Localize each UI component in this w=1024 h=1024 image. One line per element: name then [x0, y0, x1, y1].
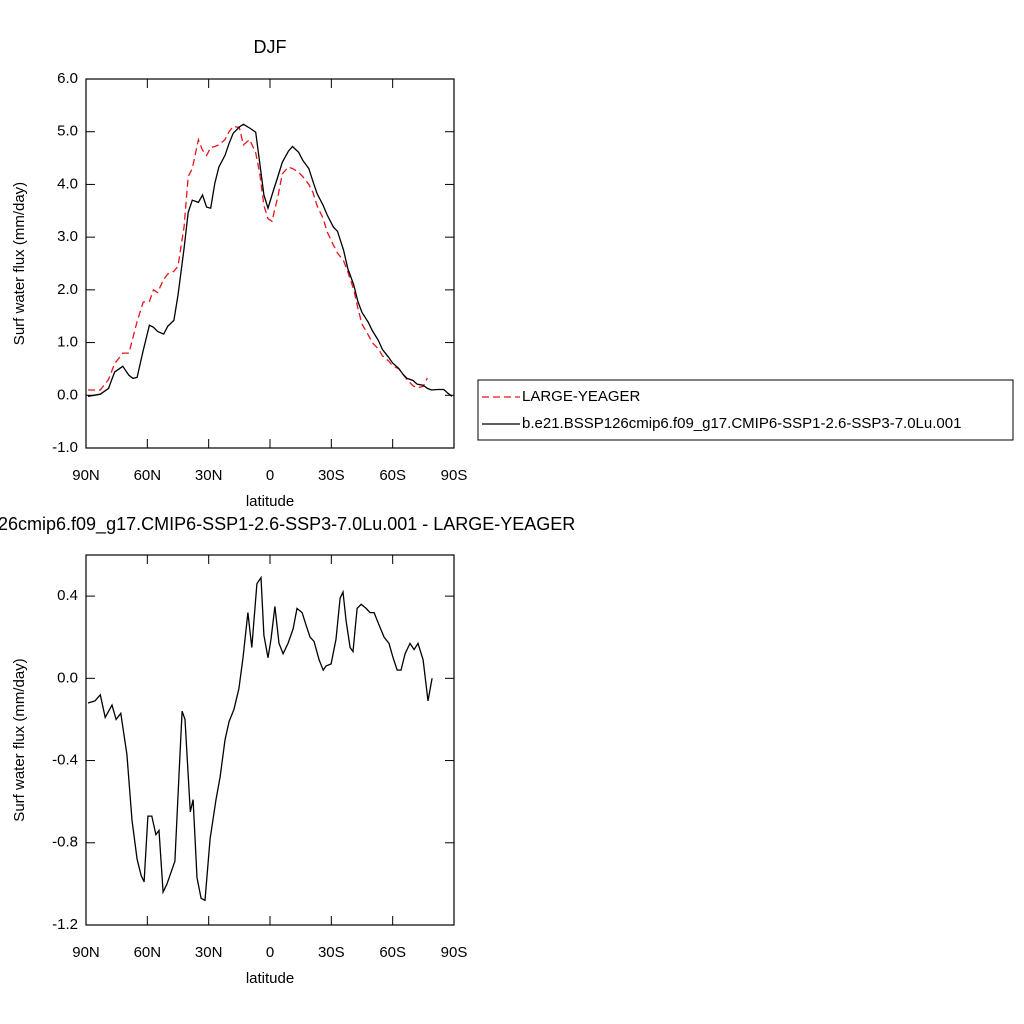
x-tick-label: 60S — [379, 467, 406, 484]
x-tick-label: 60N — [134, 467, 162, 484]
y-tick-label: -0.4 — [52, 752, 78, 769]
chart-title: DJF — [254, 37, 287, 57]
legend-box — [477, 379, 1014, 441]
y-tick-label: 0.0 — [57, 669, 78, 686]
plot-frame — [85, 78, 455, 449]
x-tick-label: 90S — [441, 467, 468, 484]
y-tick-label: 5.0 — [57, 123, 78, 140]
x-tick-label: 30S — [318, 467, 345, 484]
y-tick-label: 3.0 — [57, 228, 78, 245]
y-tick-label: -0.8 — [52, 834, 78, 851]
legend-label: b.e21.BSSP126cmip6.f09_g17.CMIP6-SSP1-2.… — [522, 415, 961, 432]
legend-label: LARGE-YEAGER — [522, 388, 641, 405]
y-tick-label: 1.0 — [57, 334, 78, 351]
x-tick-label: 30S — [318, 944, 345, 961]
x-tick-label: 60S — [379, 944, 406, 961]
plot-frame — [85, 554, 455, 926]
x-tick-label: 90N — [72, 944, 100, 961]
x-tick-label: 30N — [195, 944, 223, 961]
series-line — [87, 123, 453, 397]
y-axis-label: Surf water flux (mm/day) — [11, 182, 28, 345]
legend: LARGE-YEAGER b.e21.BSSP126cmip6.f09_g17.C… — [477, 379, 1014, 441]
y-tick-label: 0.0 — [57, 386, 78, 403]
y-axis-label: Surf water flux (mm/day) — [11, 658, 28, 821]
chart-title: 26cmip6.f09_g17.CMIP6-SSP1-2.6-SSP3-7.0L… — [0, 514, 575, 535]
y-tick-label: -1.2 — [52, 916, 78, 933]
series-line — [88, 125, 428, 391]
x-tick-label: 0 — [266, 944, 274, 961]
y-tick-label: -1.0 — [52, 439, 78, 456]
x-tick-label: 90S — [441, 944, 468, 961]
x-tick-label: 30N — [195, 467, 223, 484]
x-tick-label: 0 — [266, 467, 274, 484]
x-axis-label: latitude — [246, 493, 294, 510]
y-tick-label: 2.0 — [57, 281, 78, 298]
y-tick-label: 6.0 — [57, 70, 78, 87]
y-tick-label: 4.0 — [57, 175, 78, 192]
x-axis-label: latitude — [246, 970, 294, 987]
y-tick-label: 0.4 — [57, 587, 78, 604]
x-tick-label: 60N — [134, 944, 162, 961]
data-line — [87, 575, 433, 902]
x-tick-label: 90N — [72, 467, 100, 484]
